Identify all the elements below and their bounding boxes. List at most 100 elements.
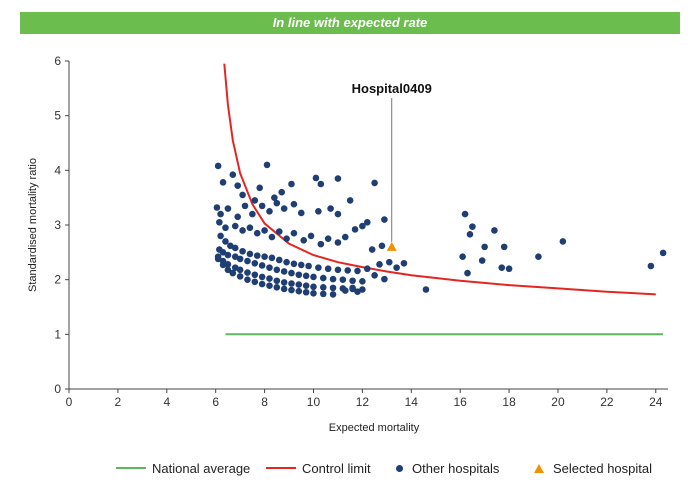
other-hospitals-point [216, 218, 223, 226]
other-hospitals-point [251, 259, 259, 267]
other-hospitals-point [266, 282, 273, 289]
other-hospitals-point [219, 179, 227, 186]
other-hospitals-point [324, 265, 332, 273]
x-tick-label: 10 [307, 395, 321, 409]
x-tick-label: 24 [649, 395, 663, 409]
other-hospitals-point [295, 271, 303, 279]
other-hospitals-point [319, 274, 327, 282]
other-hospitals-point [241, 202, 249, 210]
other-hospitals-point [273, 284, 281, 291]
other-hospitals-point [310, 283, 317, 291]
y-tick-label: 0 [54, 382, 61, 396]
other-hospitals-point [239, 247, 246, 255]
other-hospitals-point [275, 256, 283, 264]
other-hospitals-point [244, 257, 251, 265]
other-hospitals-point [266, 275, 273, 282]
other-hospitals-point [295, 281, 303, 288]
other-hospitals-point [266, 208, 273, 215]
other-hospitals-point [376, 261, 383, 268]
legend-label: National average [152, 460, 251, 476]
other-hospitals-point [359, 222, 366, 230]
other-hospitals-point [288, 180, 295, 188]
x-axis-title: Expected mortality [329, 422, 420, 434]
other-hospitals-point [295, 287, 303, 295]
other-hospitals-point [283, 235, 290, 242]
other-hospitals-point [505, 265, 513, 273]
other-hospitals-point [273, 277, 281, 285]
other-hospitals-point [368, 246, 376, 253]
other-hospitals-point [324, 235, 332, 242]
other-hospitals-point [317, 180, 325, 188]
other-hospitals-point [334, 266, 342, 274]
selected-hospital-point [386, 241, 397, 251]
other-hospitals-point [302, 288, 310, 296]
other-hospitals-point [315, 208, 322, 215]
other-hospitals-point [393, 264, 400, 271]
other-hospitals-point [363, 218, 371, 226]
other-hospitals-point [222, 224, 229, 232]
other-hospitals-point [288, 280, 295, 287]
legend-item-other-hospitals: Other hospitals [396, 458, 499, 478]
other-hospitals-point [344, 267, 352, 274]
other-hospitals-point [385, 258, 393, 266]
other-hospitals-point [339, 276, 347, 283]
other-hospitals-point [273, 199, 281, 207]
other-hospitals-point [378, 242, 386, 250]
other-hospitals-point [310, 290, 317, 297]
other-hospitals-point [266, 264, 273, 271]
x-tick-label: 8 [261, 395, 268, 409]
other-hospitals-point [224, 261, 232, 268]
other-hospitals-point [297, 261, 305, 269]
other-hospitals-point [290, 229, 298, 237]
y-tick-label: 1 [54, 327, 61, 341]
x-tick-label: 16 [454, 395, 468, 409]
other-hospitals-point [354, 288, 361, 295]
other-hospitals-point [341, 287, 349, 294]
x-tick-label: 18 [502, 395, 516, 409]
other-hospitals-point [217, 232, 224, 240]
x-tick-label: 4 [163, 395, 170, 409]
other-hospitals-point [239, 227, 246, 234]
other-hospitals-point [351, 226, 359, 233]
other-hospitals-point [381, 275, 388, 283]
other-hospitals-point [481, 243, 488, 251]
other-hospitals-point [400, 259, 408, 267]
legend-swatch-control-limit [266, 467, 296, 469]
control-limit-line [223, 63, 656, 296]
legend-swatch-other-hospitals [396, 464, 403, 472]
y-tick-label: 5 [54, 109, 61, 123]
legend-swatch-national-average [116, 467, 146, 469]
other-hospitals-point [231, 244, 239, 252]
series-layer: Hospital0409 [213, 63, 667, 336]
other-hospitals-point [280, 268, 288, 275]
other-hospitals-point [500, 243, 508, 251]
other-hospitals-point [288, 286, 295, 294]
y-tick-label: 6 [54, 54, 61, 68]
other-hospitals-point [258, 280, 266, 288]
other-hospitals-point [234, 213, 241, 221]
other-hospitals-point [346, 197, 354, 204]
x-tick-label: 6 [212, 395, 219, 409]
x-tick-label: 14 [405, 395, 419, 409]
legend-item-control-limit: Control limit [266, 458, 371, 478]
other-hospitals-point [461, 210, 469, 218]
other-hospitals-point [251, 278, 259, 286]
other-hospitals-point [261, 227, 268, 234]
x-tick-label: 0 [66, 395, 73, 409]
other-hospitals-point [319, 290, 327, 298]
other-hospitals-point [535, 253, 542, 261]
other-hospitals-point [224, 266, 232, 274]
other-hospitals-point [263, 161, 271, 169]
other-hospitals-point [349, 284, 356, 292]
other-hospitals-point [491, 227, 498, 234]
other-hospitals-point [290, 260, 298, 268]
other-hospitals-point [478, 257, 486, 264]
other-hospitals-point [231, 222, 239, 230]
other-hospitals-point [246, 250, 254, 258]
other-hospitals-point [334, 239, 342, 246]
other-hospitals-point [249, 210, 256, 218]
other-hospitals-point [307, 232, 315, 240]
other-hospitals-point [363, 265, 371, 273]
